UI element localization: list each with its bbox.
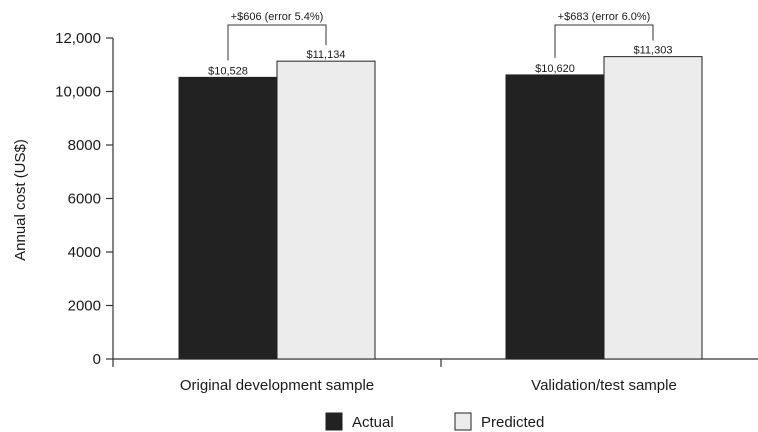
difference-bracket xyxy=(227,24,327,61)
y-tick-label: 10,000 xyxy=(55,84,101,101)
legend-swatch-actual xyxy=(325,412,343,431)
category-label: Validation/test sample xyxy=(531,377,677,394)
annotations: +$606 (error 5.4%) +$683 (error 6.0%) xyxy=(227,11,654,61)
y-tick-label: 8000 xyxy=(68,137,101,154)
bar-predicted xyxy=(603,56,703,360)
bar-value-label: $11,134 xyxy=(307,49,346,61)
legend-swatch-predicted xyxy=(454,412,472,431)
bar-actual xyxy=(178,76,278,360)
y-axis-title: Annual cost (US$) xyxy=(12,139,29,261)
y-tick-label: 2000 xyxy=(68,298,101,315)
bar-actual xyxy=(505,74,605,360)
y-tick-label: 12,000 xyxy=(55,30,101,47)
difference-annotation: +$606 (error 5.4%) xyxy=(231,11,324,23)
bar-predicted xyxy=(276,60,376,360)
y-tick-label: 0 xyxy=(93,351,101,368)
bar-value-label: $10,620 xyxy=(535,63,575,75)
difference-annotation: +$683 (error 6.0%) xyxy=(558,11,651,23)
bars: $10,528 $10,620 $11,134 $11,303 xyxy=(178,45,703,360)
legend-label: Actual xyxy=(352,414,394,431)
legend: Actual Predicted xyxy=(325,412,544,431)
y-tick-label: 6000 xyxy=(68,191,101,208)
category-label: Original development sample xyxy=(180,377,374,394)
y-tick-label: 4000 xyxy=(68,244,101,261)
bar-value-label: $11,303 xyxy=(634,45,673,57)
difference-bracket xyxy=(554,24,654,58)
axes: 0 2000 4000 6000 8000 10,000 12,000 Original de… xyxy=(55,30,758,394)
legend-label: Predicted xyxy=(481,414,544,431)
bar-value-label: $10,528 xyxy=(208,65,248,77)
